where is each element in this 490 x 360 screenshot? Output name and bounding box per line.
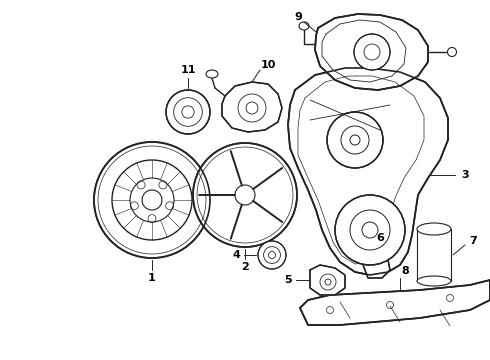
Bar — [417, 229, 451, 281]
Polygon shape — [300, 280, 490, 325]
Ellipse shape — [417, 276, 451, 286]
Ellipse shape — [206, 70, 218, 78]
Circle shape — [354, 34, 390, 70]
Text: 2: 2 — [241, 262, 249, 272]
Text: 11: 11 — [180, 65, 196, 75]
Polygon shape — [315, 14, 428, 90]
Circle shape — [327, 112, 383, 168]
Polygon shape — [222, 82, 282, 132]
Polygon shape — [310, 265, 345, 295]
Text: 7: 7 — [469, 236, 477, 246]
Circle shape — [258, 241, 286, 269]
Text: 6: 6 — [376, 233, 384, 243]
Circle shape — [94, 142, 210, 258]
Text: 4: 4 — [232, 250, 240, 260]
Ellipse shape — [447, 48, 457, 57]
Text: 3: 3 — [461, 170, 469, 180]
Text: 10: 10 — [260, 60, 276, 70]
Text: 1: 1 — [148, 273, 156, 283]
Text: 8: 8 — [401, 266, 409, 276]
Polygon shape — [288, 68, 448, 275]
Ellipse shape — [417, 223, 451, 235]
Text: 5: 5 — [284, 275, 292, 285]
Text: 9: 9 — [294, 12, 302, 22]
Circle shape — [193, 143, 297, 247]
Circle shape — [166, 90, 210, 134]
Circle shape — [335, 195, 405, 265]
Polygon shape — [362, 255, 390, 278]
